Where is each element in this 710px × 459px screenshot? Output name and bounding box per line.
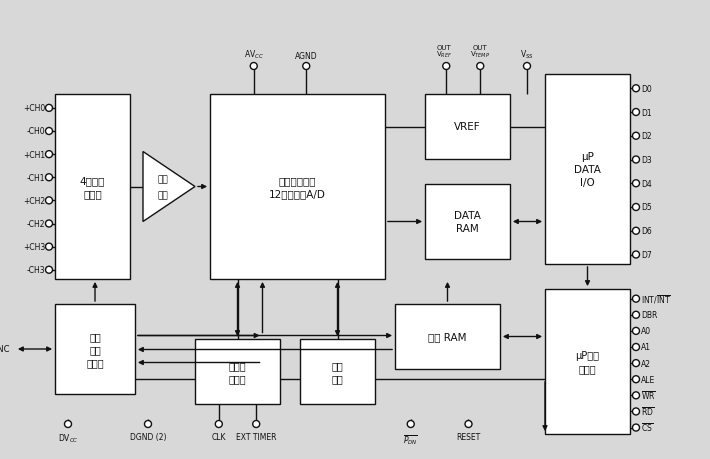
Circle shape — [633, 204, 640, 211]
Circle shape — [215, 420, 222, 428]
Bar — [300, 339, 375, 404]
Circle shape — [45, 174, 53, 181]
Text: A1: A1 — [641, 343, 651, 352]
Circle shape — [45, 128, 53, 135]
Text: 极限
报警: 极限 报警 — [332, 360, 344, 383]
Circle shape — [253, 420, 260, 428]
Text: D5: D5 — [641, 203, 652, 212]
Circle shape — [523, 63, 530, 70]
Text: +CH1: +CH1 — [23, 150, 45, 159]
Text: RESET: RESET — [457, 432, 481, 441]
Text: 指令 RAM: 指令 RAM — [428, 332, 466, 342]
Circle shape — [633, 228, 640, 235]
Text: -CH0: -CH0 — [26, 127, 45, 136]
Text: A0: A0 — [641, 327, 651, 336]
Circle shape — [633, 85, 640, 93]
Text: VREF: VREF — [454, 122, 481, 132]
Bar — [55, 304, 135, 394]
Text: V$_{SS}$: V$_{SS}$ — [520, 48, 534, 61]
Bar — [210, 95, 385, 280]
Circle shape — [45, 220, 53, 228]
Text: DATA
RAM: DATA RAM — [454, 210, 481, 234]
Circle shape — [633, 157, 640, 164]
Text: +CH0: +CH0 — [23, 104, 45, 113]
Text: -CH3: -CH3 — [26, 266, 45, 274]
Text: 有采样和保持
12位＋符号A/D: 有采样和保持 12位＋符号A/D — [269, 175, 326, 199]
Circle shape — [302, 63, 310, 70]
Text: 程序: 程序 — [158, 174, 168, 184]
Text: EXT TIMER: EXT TIMER — [236, 432, 276, 441]
Text: $\overline{\mathrm{RD}}$: $\overline{\mathrm{RD}}$ — [641, 406, 654, 418]
Text: D0: D0 — [641, 84, 652, 94]
Text: D2: D2 — [641, 132, 652, 141]
Circle shape — [633, 252, 640, 258]
Text: μP
DATA
I/O: μP DATA I/O — [574, 151, 601, 188]
Circle shape — [633, 344, 640, 351]
Text: D6: D6 — [641, 227, 652, 236]
Text: V$_{TEMP}$: V$_{TEMP}$ — [470, 50, 491, 60]
Bar — [545, 75, 630, 264]
Text: $\overline{\mathrm{CS}}$: $\overline{\mathrm{CS}}$ — [641, 422, 653, 434]
Circle shape — [443, 63, 449, 70]
Bar — [195, 339, 280, 404]
Text: 地址
和程
序控制: 地址 和程 序控制 — [86, 331, 104, 367]
Text: D7: D7 — [641, 251, 652, 259]
Text: $\overline{P_{DN}}$: $\overline{P_{DN}}$ — [403, 432, 418, 446]
Text: D1: D1 — [641, 108, 652, 117]
Text: D4: D4 — [641, 179, 652, 188]
Circle shape — [408, 420, 414, 428]
Text: -CH2: -CH2 — [26, 219, 45, 229]
Text: 定时期
和时钟: 定时期 和时钟 — [229, 360, 246, 383]
Circle shape — [145, 420, 151, 428]
Bar — [395, 304, 500, 369]
Circle shape — [633, 376, 640, 383]
Circle shape — [45, 267, 53, 274]
Text: +CH2: +CH2 — [23, 196, 45, 206]
Bar — [55, 95, 130, 280]
Text: $\overline{\mathrm{WR}}$: $\overline{\mathrm{WR}}$ — [641, 389, 656, 402]
Polygon shape — [143, 152, 195, 222]
Text: DBR: DBR — [641, 311, 657, 319]
Text: DV$_{CC}$: DV$_{CC}$ — [58, 432, 78, 444]
Text: +CH3: +CH3 — [23, 243, 45, 252]
Circle shape — [476, 63, 484, 70]
Circle shape — [633, 408, 640, 415]
Text: A2: A2 — [641, 359, 651, 368]
Circle shape — [633, 312, 640, 319]
Circle shape — [633, 392, 640, 399]
Text: 放大: 放大 — [158, 190, 168, 200]
Text: DGND (2): DGND (2) — [130, 432, 166, 441]
Circle shape — [65, 420, 72, 428]
Text: -CH1: -CH1 — [26, 174, 45, 182]
Text: OUT: OUT — [473, 45, 488, 51]
Text: μP控制
和时序: μP控制 和时序 — [576, 350, 599, 373]
Bar — [425, 95, 510, 160]
Circle shape — [633, 133, 640, 140]
Text: SYNC: SYNC — [0, 345, 10, 354]
Text: INT/$\overline{\mathrm{INT}}$: INT/$\overline{\mathrm{INT}}$ — [641, 292, 671, 305]
Text: V$_{REF}$: V$_{REF}$ — [436, 50, 452, 60]
Circle shape — [633, 296, 640, 302]
Text: AV$_{CC}$: AV$_{CC}$ — [244, 48, 263, 61]
Circle shape — [45, 105, 53, 112]
Circle shape — [633, 180, 640, 187]
Text: D3: D3 — [641, 156, 652, 165]
Circle shape — [45, 197, 53, 204]
Text: OUT: OUT — [437, 45, 452, 51]
Circle shape — [250, 63, 257, 70]
Circle shape — [633, 424, 640, 431]
Text: AGND: AGND — [295, 52, 317, 61]
Circle shape — [633, 109, 640, 116]
Text: ALE: ALE — [641, 375, 655, 384]
Text: CLK: CLK — [212, 432, 226, 441]
Text: 4通道多
路开关: 4通道多 路开关 — [80, 175, 105, 199]
Bar — [425, 185, 510, 259]
Circle shape — [633, 360, 640, 367]
Bar — [545, 289, 630, 434]
Circle shape — [45, 244, 53, 251]
Circle shape — [465, 420, 472, 428]
Circle shape — [633, 328, 640, 335]
Circle shape — [45, 151, 53, 158]
